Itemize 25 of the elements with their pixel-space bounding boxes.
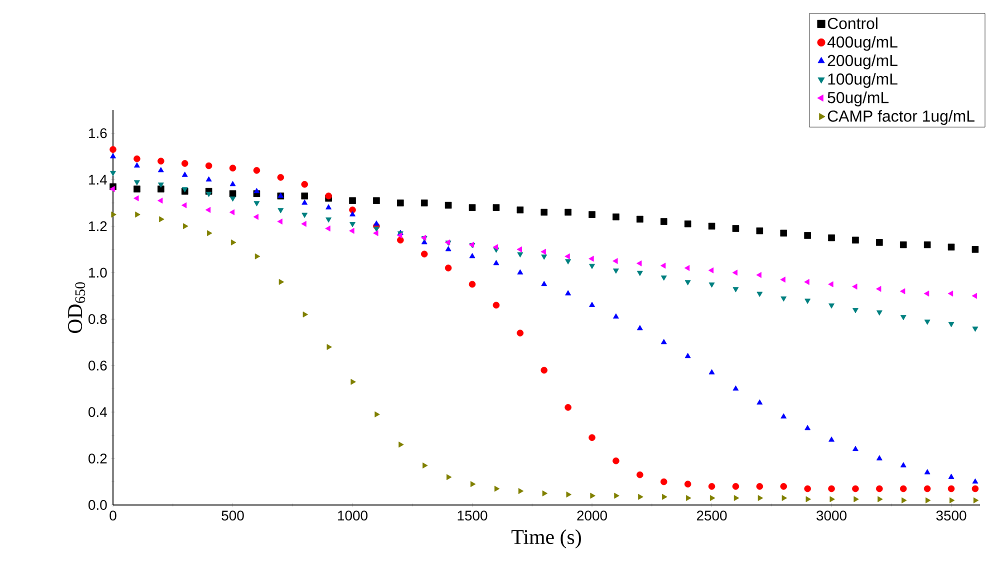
x-tick-label: 0 [110,510,116,521]
y-tick-label: 0.8 [88,314,107,324]
y-tick-label: 1.4 [89,174,107,184]
x-tick-label: 1500 [458,510,488,521]
y-tick-label: 1.6 [89,128,107,138]
y-tick-label: 0.6 [88,360,107,371]
legend-label: 400ug/mL [827,36,898,51]
y-tick-label: 0.0 [88,500,107,510]
y-tick-label: 0.4 [88,407,107,417]
legend-label: Control [828,17,878,30]
x-tick-label: 500 [222,510,244,521]
legend-label: 100ug/mL [828,73,898,88]
x-tick-label: 2500 [696,510,727,521]
x-tick-label: 2000 [577,510,607,521]
x-tick-label: 3500 [936,510,966,521]
y-axis-title: OD$_{650}$ [68,282,86,333]
y-tick-label: 0.2 [88,454,107,464]
x-axis-title: Time (s) [512,529,581,548]
x-tick-label: 1000 [338,510,368,521]
legend-label: 50ug/mL [828,92,889,106]
x-tick-label: 3000 [816,510,846,521]
y-tick-label: 1.0 [89,268,107,278]
legend-label: 200ug/mL [828,54,898,70]
legend-label: CAMP factor 1ug/mL [828,110,974,125]
y-tick-label: 1.2 [89,221,107,232]
